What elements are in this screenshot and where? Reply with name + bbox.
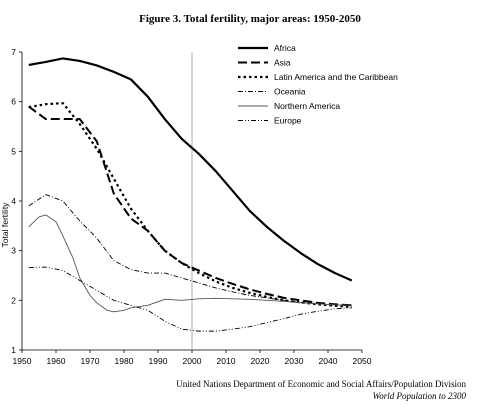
series-line-europe bbox=[28, 266, 352, 332]
x-tick-label: 2050 bbox=[353, 356, 372, 366]
y-tick-label: 1 bbox=[11, 345, 16, 355]
x-tick-label: 1980 bbox=[115, 356, 134, 366]
y-tick-label: 7 bbox=[11, 47, 16, 57]
x-tick-label: 2040 bbox=[319, 356, 338, 366]
x-tick-label: 1960 bbox=[47, 356, 66, 366]
x-tick-label: 2000 bbox=[183, 356, 202, 366]
legend-label-oceania: Oceania bbox=[274, 87, 306, 97]
x-tick-label: 1950 bbox=[13, 356, 32, 366]
y-tick-label: 2 bbox=[11, 295, 16, 305]
x-tick-label: 2010 bbox=[217, 356, 236, 366]
y-tick-label: 4 bbox=[11, 196, 16, 206]
y-tick-label: 3 bbox=[11, 246, 16, 256]
source-publication: World Population to 2300 bbox=[373, 391, 467, 401]
series-line-asia bbox=[28, 105, 352, 307]
y-tick-label: 6 bbox=[11, 97, 16, 107]
y-axis-label: Total fertility bbox=[0, 202, 10, 248]
series-line-oceania bbox=[28, 194, 352, 306]
series-line-africa bbox=[28, 57, 353, 282]
series-line-northern-america bbox=[28, 214, 352, 313]
x-tick-label: 2030 bbox=[285, 356, 304, 366]
y-tick-label: 5 bbox=[11, 146, 16, 156]
x-tick-label: 2020 bbox=[251, 356, 270, 366]
source-line: United Nations Department of Economic an… bbox=[176, 379, 466, 389]
legend-label-asia: Asia bbox=[274, 58, 291, 68]
x-tick-label: 1970 bbox=[81, 356, 100, 366]
x-tick-label: 1990 bbox=[149, 356, 168, 366]
plot-area: 1 2 3 4 5 6 7 1950 1960 1970 1980 1990 2000 2010 2020 2… bbox=[11, 43, 398, 366]
chart-title: Figure 3. Total fertility, major areas: … bbox=[139, 13, 361, 25]
legend-label-northern-america: Northern America bbox=[274, 101, 340, 111]
legend-label-europe: Europe bbox=[274, 116, 302, 126]
legend-label-africa: Africa bbox=[274, 43, 296, 53]
legend-label-latin-america-and-the-caribbean: Latin America and the Caribbean bbox=[274, 72, 398, 82]
series-line-latin-america-and-the-caribbean bbox=[28, 102, 352, 308]
